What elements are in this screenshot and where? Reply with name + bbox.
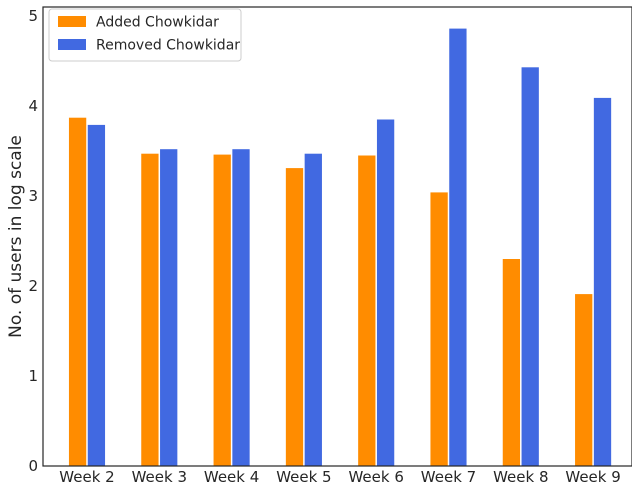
legend: Added Chowkidar Removed Chowkidar bbox=[48, 8, 242, 62]
legend-swatch-removed bbox=[58, 39, 86, 50]
bar-added-week-5 bbox=[285, 168, 304, 466]
bar-added-week-2 bbox=[68, 117, 87, 466]
x-axis-ticks: Week 2 Week 3 Week 4 Week 5 Week 6 Week 7 Week… bbox=[59, 468, 621, 485]
y-axis-label: No. of users in log scale bbox=[6, 135, 26, 338]
legend-label-removed: Removed Chowkidar bbox=[96, 38, 240, 54]
bars-layer bbox=[68, 28, 612, 467]
y-axis-ticks: 0 1 2 3 4 5 bbox=[28, 7, 38, 475]
bar-added-week-7 bbox=[430, 192, 448, 466]
bar-removed-week-8 bbox=[521, 67, 539, 467]
y-tick-label: 2 bbox=[28, 277, 38, 295]
legend-swatch-added bbox=[58, 16, 86, 27]
bar-added-week-9 bbox=[575, 294, 593, 466]
legend-frame bbox=[48, 8, 242, 62]
legend-label-added: Added Chowkidar bbox=[96, 15, 219, 31]
y-tick-label: 1 bbox=[28, 367, 38, 385]
bar-added-week-4 bbox=[213, 154, 231, 466]
bar-added-week-6 bbox=[358, 155, 376, 466]
x-tick-label: Week 2 bbox=[59, 468, 114, 485]
bar-removed-week-5 bbox=[304, 153, 322, 466]
bar-removed-week-6 bbox=[376, 119, 395, 466]
y-tick-label: 3 bbox=[28, 187, 38, 205]
x-tick-label: Week 3 bbox=[132, 468, 187, 485]
x-tick-label: Week 5 bbox=[276, 468, 331, 485]
bar-added-week-8 bbox=[502, 259, 521, 466]
x-tick-label: Week 8 bbox=[493, 468, 548, 485]
plot-frame bbox=[42, 6, 632, 467]
x-tick-label: Week 6 bbox=[348, 468, 403, 485]
bar-removed-week-7 bbox=[449, 28, 467, 466]
bar-added-week-3 bbox=[141, 153, 159, 466]
x-tick-label: Week 7 bbox=[421, 468, 476, 485]
bar-removed-week-9 bbox=[593, 97, 612, 467]
x-tick-label: Week 9 bbox=[565, 468, 620, 485]
bar-removed-week-3 bbox=[160, 149, 178, 466]
x-tick-label: Week 4 bbox=[204, 468, 259, 485]
bar-removed-week-4 bbox=[232, 149, 250, 466]
y-tick-label: 5 bbox=[28, 7, 38, 25]
y-tick-label: 0 bbox=[28, 457, 38, 475]
y-tick-label: 4 bbox=[28, 97, 38, 115]
bar-removed-week-2 bbox=[87, 124, 106, 467]
plot-background bbox=[43, 7, 632, 466]
